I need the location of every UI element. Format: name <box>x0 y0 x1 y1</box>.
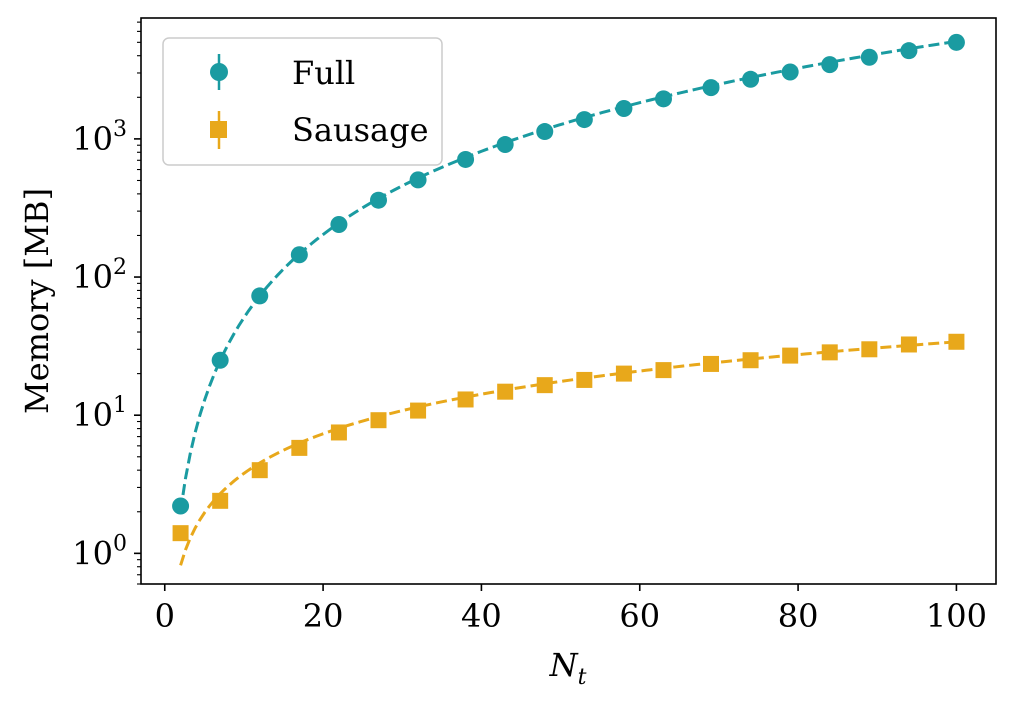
point-sausage-17 <box>861 341 878 358</box>
series-full <box>172 33 965 515</box>
x-axis-label-subscript: t <box>578 665 587 690</box>
point-full-2 <box>251 287 269 305</box>
point-sausage-7 <box>457 391 474 408</box>
y-tick-label-1000: 103 <box>72 117 127 158</box>
point-full-11 <box>615 99 633 117</box>
point-full-17 <box>860 48 878 66</box>
point-full-10 <box>575 111 593 129</box>
y-axis-ticks: 100 101 102 103 <box>72 21 141 585</box>
legend: Full Sausage <box>162 37 443 166</box>
x-axis-label-main: N <box>549 646 579 684</box>
point-full-16 <box>821 56 839 74</box>
legend-entry-sausage: Sausage <box>210 111 429 149</box>
point-full-4 <box>330 216 348 234</box>
point-sausage-9 <box>536 377 553 394</box>
x-tick-label-0: 0 <box>155 597 175 635</box>
point-sausage-15 <box>782 347 799 364</box>
point-sausage-14 <box>742 352 759 369</box>
point-full-9 <box>536 123 554 141</box>
legend-box <box>162 37 443 166</box>
y-minor-ticks <box>137 21 141 585</box>
point-full-13 <box>702 79 720 97</box>
point-full-19 <box>947 33 965 51</box>
point-sausage-16 <box>821 344 838 361</box>
point-sausage-2 <box>251 462 268 479</box>
x-tick-label-40: 40 <box>461 597 502 635</box>
point-sausage-8 <box>497 383 514 400</box>
x-axis-ticks: 0 20 40 60 80 100 <box>155 584 987 635</box>
point-full-12 <box>655 90 672 108</box>
y-tick-label-1: 100 <box>72 531 127 572</box>
x-axis-label: Nt <box>549 646 587 690</box>
point-full-18 <box>900 42 918 60</box>
point-full-15 <box>781 63 799 81</box>
point-sausage-0 <box>172 525 189 542</box>
point-full-5 <box>370 191 387 209</box>
point-sausage-13 <box>703 355 719 372</box>
legend-sausage-label: Sausage <box>292 111 429 149</box>
x-tick-label-20: 20 <box>303 597 344 635</box>
point-sausage-3 <box>291 439 308 456</box>
legend-full-label: Full <box>292 54 355 92</box>
series-sausage <box>172 333 965 542</box>
point-full-14 <box>742 70 760 88</box>
point-full-3 <box>290 246 308 264</box>
y-tick-label-10: 101 <box>72 393 127 434</box>
point-sausage-5 <box>370 412 387 429</box>
x-tick-label-100: 100 <box>926 597 987 635</box>
point-sausage-19 <box>948 333 965 350</box>
legend-sausage-marker <box>210 121 227 138</box>
point-sausage-1 <box>212 492 229 509</box>
y-axis-label: Memory [MB] <box>18 188 56 414</box>
x-tick-label-80: 80 <box>778 597 819 635</box>
point-sausage-12 <box>655 362 672 379</box>
point-sausage-4 <box>330 424 347 441</box>
point-full-8 <box>496 136 514 154</box>
point-full-7 <box>457 150 475 168</box>
y-tick-label-100: 102 <box>72 255 127 296</box>
point-full-6 <box>409 171 427 189</box>
point-sausage-10 <box>576 371 593 388</box>
point-full-1 <box>211 351 229 369</box>
point-sausage-11 <box>615 365 632 382</box>
point-full-0 <box>172 497 190 515</box>
legend-full-marker <box>210 63 228 81</box>
point-sausage-6 <box>410 402 427 419</box>
x-tick-label-60: 60 <box>619 597 660 635</box>
point-sausage-18 <box>900 336 917 353</box>
data-markers <box>172 33 965 542</box>
legend-entry-full: Full <box>210 54 355 92</box>
